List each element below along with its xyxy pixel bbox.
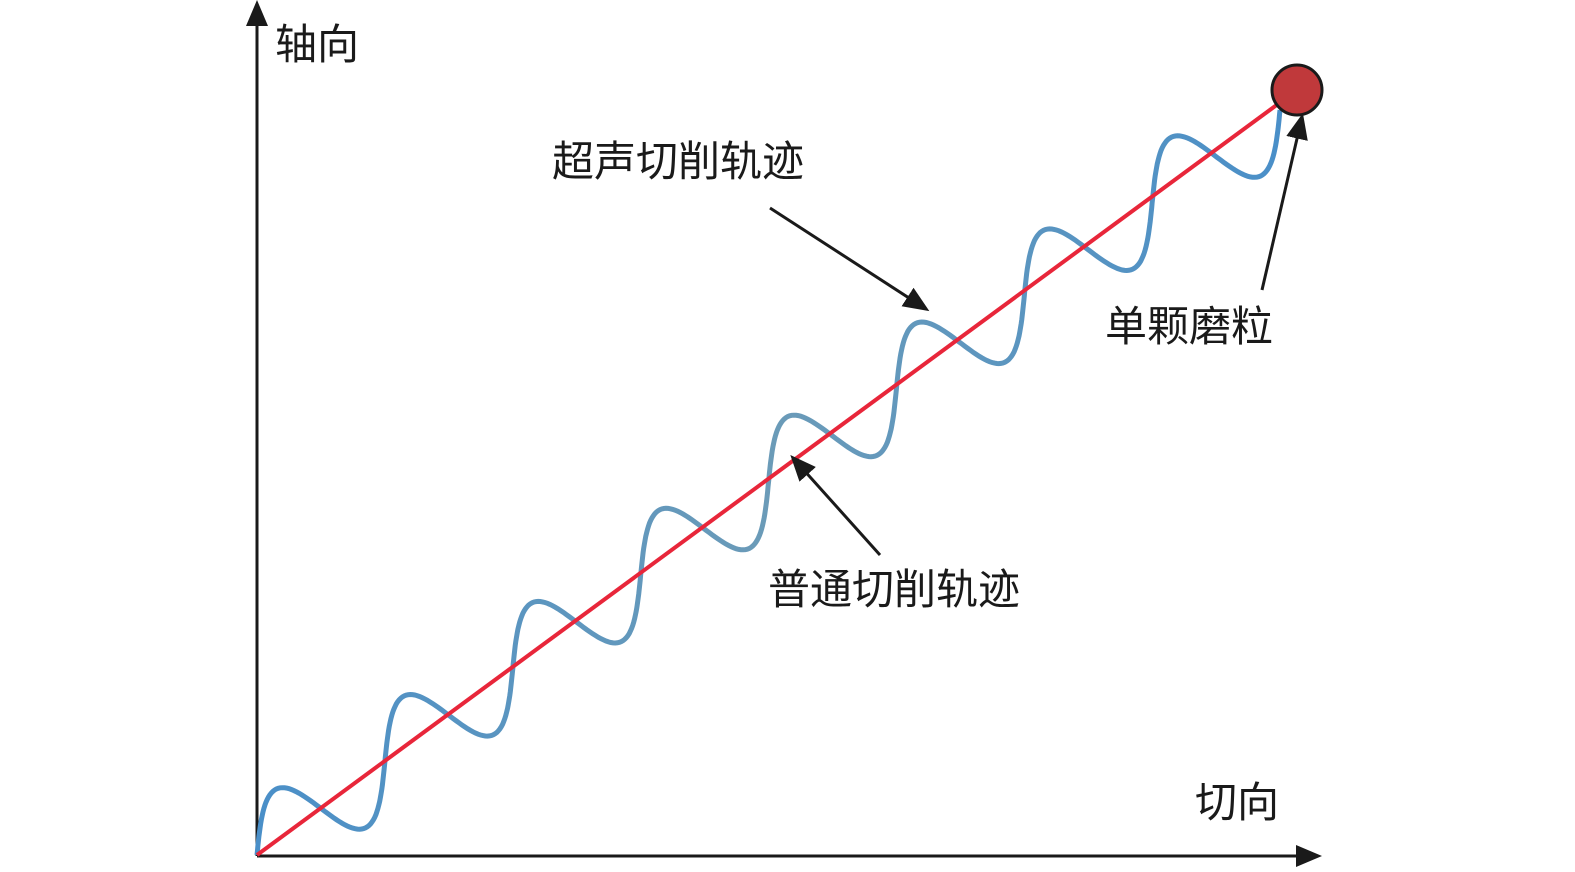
ultrasonic-trajectory <box>254 109 1283 856</box>
abrasive-grain <box>1270 63 1324 117</box>
y-axis-label: 轴向 <box>275 20 359 69</box>
x-axis-label: 切向 <box>1195 778 1279 827</box>
arrow <box>769 206 930 312</box>
annotation: 单颗磨粒 <box>1105 302 1273 351</box>
arrow <box>790 455 882 557</box>
annotation: 普通切削轨迹 <box>768 565 1020 614</box>
arrow <box>1260 113 1308 291</box>
annotation: 超声切削轨迹 <box>552 137 804 186</box>
ordinary-trajectory <box>255 88 1299 857</box>
